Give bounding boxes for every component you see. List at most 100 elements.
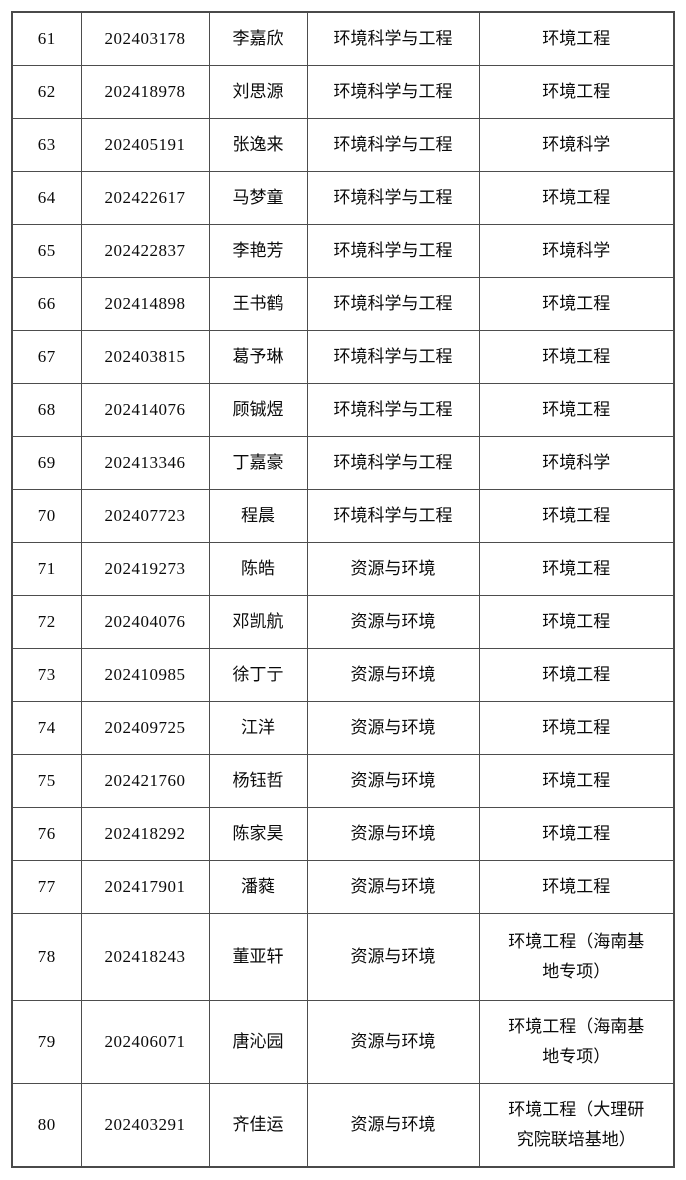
table-row: 77 202417901 潘蕤 资源与环境 环境工程 xyxy=(11,859,675,914)
cell-student-id: 202417901 xyxy=(80,859,210,914)
cell-major: 环境工程 xyxy=(478,806,675,861)
cell-name: 陈家昊 xyxy=(208,806,308,861)
cell-serial-number: 73 xyxy=(11,647,82,702)
cell-discipline: 资源与环境 xyxy=(306,912,480,1001)
cell-student-id: 202422837 xyxy=(80,223,210,278)
cell-discipline: 资源与环境 xyxy=(306,859,480,914)
cell-serial-number: 68 xyxy=(11,382,82,437)
cell-major: 环境工程 xyxy=(478,11,675,66)
cell-student-id: 202406071 xyxy=(80,999,210,1084)
cell-serial-number: 75 xyxy=(11,753,82,808)
cell-name: 葛予琳 xyxy=(208,329,308,384)
cell-student-id: 202422617 xyxy=(80,170,210,225)
cell-discipline: 环境科学与工程 xyxy=(306,223,480,278)
cell-name: 李嘉欣 xyxy=(208,11,308,66)
cell-discipline: 资源与环境 xyxy=(306,594,480,649)
cell-student-id: 202403291 xyxy=(80,1082,210,1168)
cell-name: 张逸来 xyxy=(208,117,308,172)
cell-major: 环境工程 xyxy=(478,647,675,702)
cell-serial-number: 63 xyxy=(11,117,82,172)
cell-name: 丁嘉豪 xyxy=(208,435,308,490)
cell-serial-number: 61 xyxy=(11,11,82,66)
cell-serial-number: 71 xyxy=(11,541,82,596)
cell-discipline: 环境科学与工程 xyxy=(306,382,480,437)
cell-major: 环境工程 xyxy=(478,753,675,808)
cell-discipline: 环境科学与工程 xyxy=(306,276,480,331)
cell-student-id: 202403815 xyxy=(80,329,210,384)
cell-major: 环境工程（大理研 究院联培基地） xyxy=(478,1082,675,1168)
cell-serial-number: 66 xyxy=(11,276,82,331)
cell-discipline: 环境科学与工程 xyxy=(306,64,480,119)
cell-name: 刘思源 xyxy=(208,64,308,119)
cell-serial-number: 69 xyxy=(11,435,82,490)
table-row: 65 202422837 李艳芳 环境科学与工程 环境科学 xyxy=(11,223,675,278)
table-row: 66 202414898 王书鹤 环境科学与工程 环境工程 xyxy=(11,276,675,331)
table-row: 78 202418243 董亚轩 资源与环境 环境工程（海南基 地专项） xyxy=(11,912,675,1001)
table-row: 67 202403815 葛予琳 环境科学与工程 环境工程 xyxy=(11,329,675,384)
cell-student-id: 202418243 xyxy=(80,912,210,1001)
cell-student-id: 202403178 xyxy=(80,11,210,66)
cell-student-id: 202414076 xyxy=(80,382,210,437)
cell-student-id: 202409725 xyxy=(80,700,210,755)
cell-major: 环境工程 xyxy=(478,329,675,384)
cell-name: 王书鹤 xyxy=(208,276,308,331)
cell-student-id: 202404076 xyxy=(80,594,210,649)
cell-major: 环境工程 xyxy=(478,276,675,331)
cell-name: 唐沁园 xyxy=(208,999,308,1084)
cell-discipline: 环境科学与工程 xyxy=(306,435,480,490)
cell-name: 潘蕤 xyxy=(208,859,308,914)
table-row: 64 202422617 马梦童 环境科学与工程 环境工程 xyxy=(11,170,675,225)
cell-student-id: 202419273 xyxy=(80,541,210,596)
cell-discipline: 资源与环境 xyxy=(306,806,480,861)
cell-student-id: 202405191 xyxy=(80,117,210,172)
cell-serial-number: 72 xyxy=(11,594,82,649)
cell-serial-number: 80 xyxy=(11,1082,82,1168)
cell-serial-number: 67 xyxy=(11,329,82,384)
cell-serial-number: 77 xyxy=(11,859,82,914)
table-row: 79 202406071 唐沁园 资源与环境 环境工程（海南基 地专项） xyxy=(11,999,675,1084)
table-row: 73 202410985 徐丁亍 资源与环境 环境工程 xyxy=(11,647,675,702)
cell-name: 董亚轩 xyxy=(208,912,308,1001)
cell-discipline: 资源与环境 xyxy=(306,1082,480,1168)
cell-serial-number: 76 xyxy=(11,806,82,861)
cell-discipline: 环境科学与工程 xyxy=(306,329,480,384)
table-row: 76 202418292 陈家昊 资源与环境 环境工程 xyxy=(11,806,675,861)
cell-name: 陈皓 xyxy=(208,541,308,596)
cell-discipline: 环境科学与工程 xyxy=(306,488,480,543)
cell-major: 环境工程 xyxy=(478,488,675,543)
cell-major: 环境科学 xyxy=(478,117,675,172)
cell-major: 环境工程 xyxy=(478,541,675,596)
cell-serial-number: 78 xyxy=(11,912,82,1001)
cell-major: 环境工程 xyxy=(478,859,675,914)
table-row: 80 202403291 齐佳运 资源与环境 环境工程（大理研 究院联培基地） xyxy=(11,1082,675,1168)
cell-discipline: 资源与环境 xyxy=(306,647,480,702)
cell-major: 环境工程 xyxy=(478,64,675,119)
table-row: 62 202418978 刘思源 环境科学与工程 环境工程 xyxy=(11,64,675,119)
cell-major: 环境科学 xyxy=(478,435,675,490)
cell-student-id: 202410985 xyxy=(80,647,210,702)
cell-major: 环境工程 xyxy=(478,170,675,225)
cell-name: 齐佳运 xyxy=(208,1082,308,1168)
cell-student-id: 202418292 xyxy=(80,806,210,861)
cell-discipline: 资源与环境 xyxy=(306,541,480,596)
table-row: 70 202407723 程晨 环境科学与工程 环境工程 xyxy=(11,488,675,543)
cell-serial-number: 70 xyxy=(11,488,82,543)
admission-list-table: 61 202403178 李嘉欣 环境科学与工程 环境工程 62 2024189… xyxy=(11,11,675,1168)
cell-discipline: 环境科学与工程 xyxy=(306,11,480,66)
cell-major: 环境科学 xyxy=(478,223,675,278)
cell-major: 环境工程 xyxy=(478,700,675,755)
table-body: 61 202403178 李嘉欣 环境科学与工程 环境工程 62 2024189… xyxy=(11,11,675,1168)
cell-name: 程晨 xyxy=(208,488,308,543)
cell-serial-number: 74 xyxy=(11,700,82,755)
cell-discipline: 资源与环境 xyxy=(306,999,480,1084)
cell-name: 江洋 xyxy=(208,700,308,755)
cell-serial-number: 79 xyxy=(11,999,82,1084)
table-row: 69 202413346 丁嘉豪 环境科学与工程 环境科学 xyxy=(11,435,675,490)
cell-name: 邓凯航 xyxy=(208,594,308,649)
cell-student-id: 202421760 xyxy=(80,753,210,808)
cell-discipline: 环境科学与工程 xyxy=(306,170,480,225)
cell-major: 环境工程 xyxy=(478,382,675,437)
cell-serial-number: 65 xyxy=(11,223,82,278)
table-row: 63 202405191 张逸来 环境科学与工程 环境科学 xyxy=(11,117,675,172)
cell-serial-number: 64 xyxy=(11,170,82,225)
